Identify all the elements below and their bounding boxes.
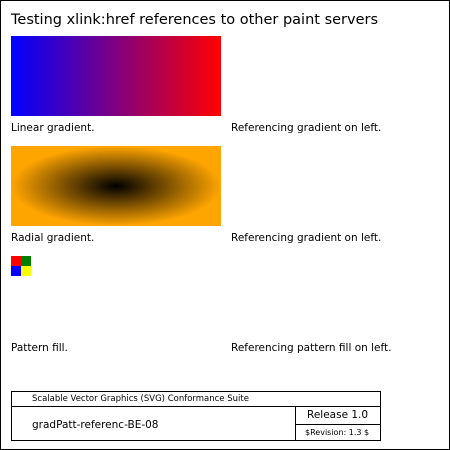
linear-reference-caption: Referencing gradient on left. xyxy=(231,122,382,134)
pattern-cell-yellow xyxy=(21,266,31,276)
radial-reference-caption: Referencing gradient on left. xyxy=(231,232,382,244)
suite-name: Scalable Vector Graphics (SVG) Conforman… xyxy=(32,394,249,404)
pattern-cell-green xyxy=(21,256,31,266)
pattern-cell-red xyxy=(11,256,21,266)
linear-gradient-swatch xyxy=(11,36,221,116)
pattern-fill-caption: Pattern fill. xyxy=(11,342,68,354)
page-title: Testing xlink:href references to other p… xyxy=(11,12,379,28)
footer-divider xyxy=(12,406,380,407)
revision-label: $Revision: 1.3 $ xyxy=(305,428,370,437)
release-label: Release 1.0 xyxy=(307,409,369,421)
test-name: gradPatt-referenc-BE-08 xyxy=(32,419,159,431)
pattern-reference-caption: Referencing pattern fill on left. xyxy=(231,342,392,354)
test-info-footer: Scalable Vector Graphics (SVG) Conforman… xyxy=(11,391,381,441)
pattern-fill-swatch xyxy=(11,256,31,276)
radial-gradient-caption: Radial gradient. xyxy=(11,232,95,244)
footer-divider-vertical xyxy=(295,406,296,441)
footer-divider-release xyxy=(295,424,381,425)
linear-gradient-caption: Linear gradient. xyxy=(11,122,95,134)
radial-gradient-swatch xyxy=(11,146,221,226)
pattern-cell-blue xyxy=(11,266,21,276)
